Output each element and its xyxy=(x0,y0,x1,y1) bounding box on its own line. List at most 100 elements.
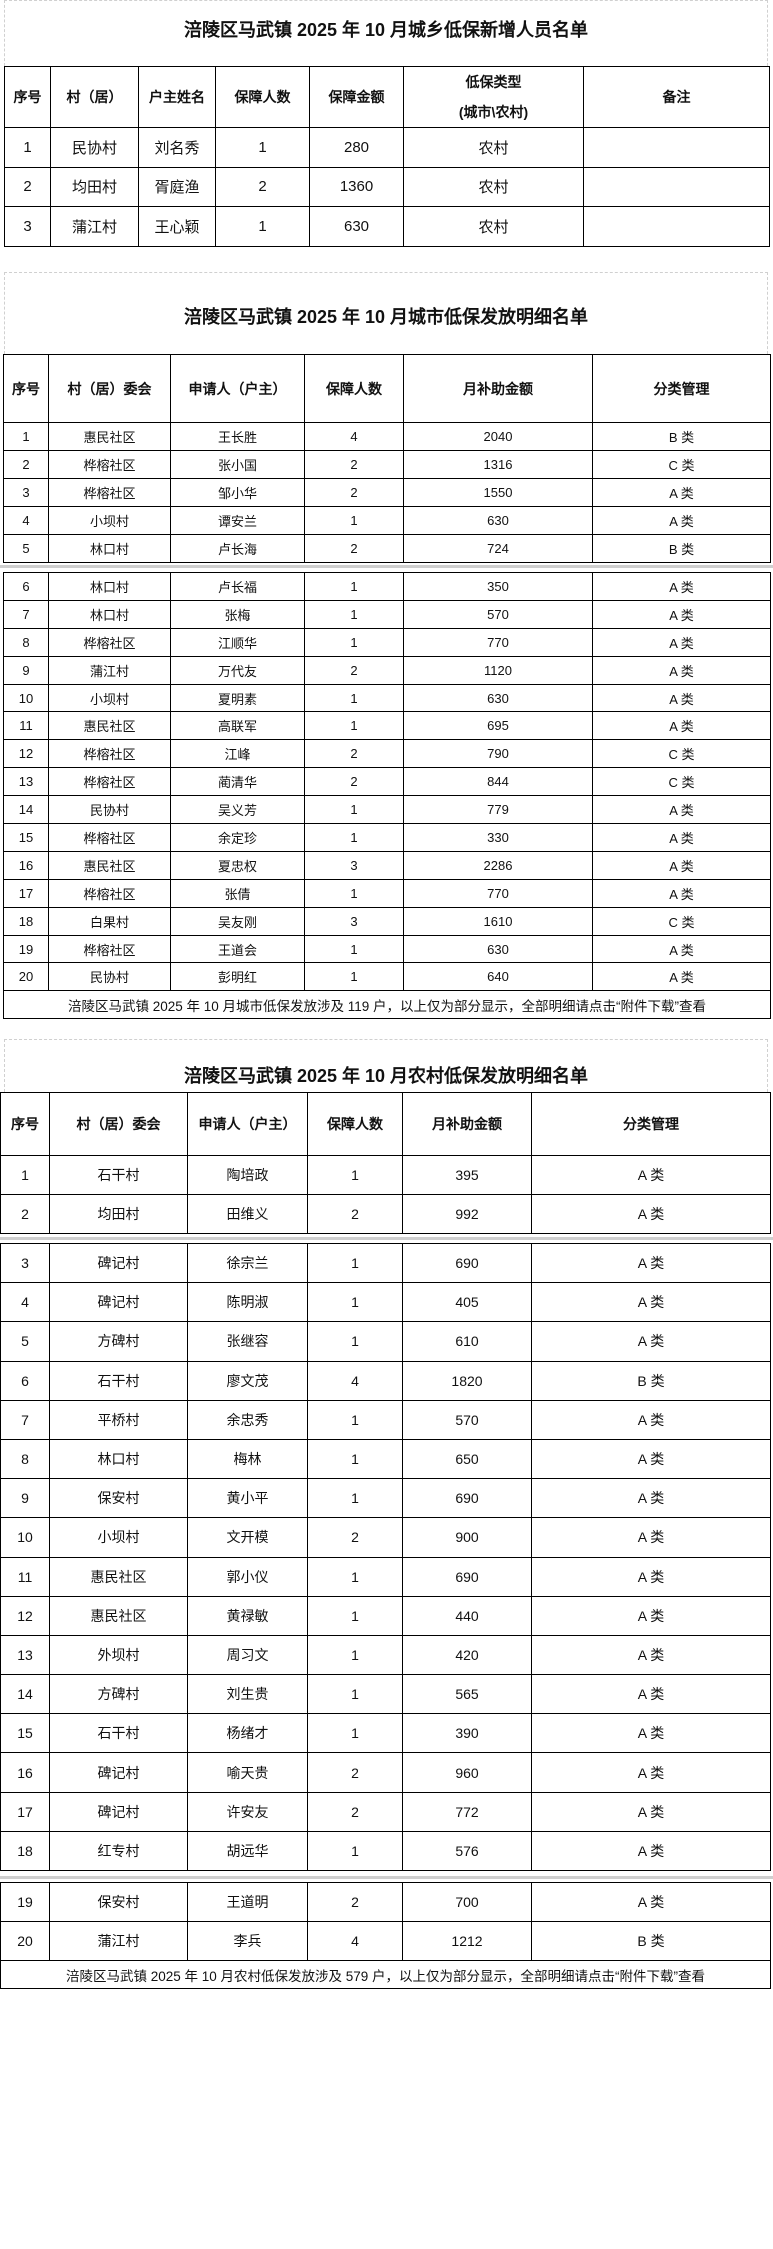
count-cell: 2 xyxy=(307,1882,403,1922)
table-row: 9 保安村 黄小平 1 690 A 类 xyxy=(0,1478,771,1519)
village-cell: 蒲江村 xyxy=(49,1921,188,1961)
table-row: 8 桦榕社区 江顺华 1 770 A 类 xyxy=(3,627,771,657)
type-cell: A 类 xyxy=(531,1752,771,1793)
amount-cell: 570 xyxy=(402,1399,532,1440)
name-cell: 邹小华 xyxy=(170,478,305,507)
note-cell xyxy=(583,127,770,168)
column-header: 申请人（户主） xyxy=(187,1092,308,1156)
index-cell: 12 xyxy=(3,739,49,769)
type-cell: A 类 xyxy=(592,572,771,601)
name-cell: 蔺清华 xyxy=(170,767,305,797)
amount-cell: 1550 xyxy=(403,478,593,507)
village-cell: 方碑村 xyxy=(49,1321,188,1362)
amount-cell: 1610 xyxy=(403,906,593,936)
column-header: 序号 xyxy=(3,354,49,423)
index-cell: 1 xyxy=(3,422,49,451)
table-row: 15 桦榕社区 余定珍 1 330 A 类 xyxy=(3,823,771,852)
table-break-divider xyxy=(0,1237,773,1240)
table-row: 17 桦榕社区 张倩 1 770 A 类 xyxy=(3,878,771,908)
village-cell: 桦榕社区 xyxy=(48,878,171,908)
village-cell: 惠民社区 xyxy=(48,850,171,880)
type-cell: A 类 xyxy=(531,1674,771,1715)
count-cell: 2 xyxy=(307,1791,403,1832)
index-cell: 10 xyxy=(3,683,49,713)
amount-cell: 770 xyxy=(403,878,593,908)
summary-footer: 涪陵区马武镇 2025 年 10 月城市低保发放涉及 119 户，以上仅为部分显… xyxy=(3,990,771,1020)
village-cell: 惠民社区 xyxy=(48,711,171,741)
index-cell: 12 xyxy=(0,1595,50,1636)
village-cell: 石干村 xyxy=(49,1360,188,1401)
count-cell: 2 xyxy=(304,739,404,769)
index-cell: 13 xyxy=(0,1634,50,1676)
village-cell: 小坝村 xyxy=(48,506,171,535)
count-cell: 1 xyxy=(307,1282,403,1323)
index-cell: 9 xyxy=(0,1478,50,1519)
count-cell: 2 xyxy=(304,655,404,685)
note-cell xyxy=(583,206,770,247)
rural-table: 3 碑记村 徐宗兰 1 690 A 类 4 碑记村 陈明淑 1 405 A 类 5 方碑村 张继容 1 610 A… xyxy=(0,1242,771,1872)
village-cell: 外坝村 xyxy=(49,1634,188,1676)
index-cell: 14 xyxy=(3,795,49,825)
count-cell: 1 xyxy=(307,1399,403,1440)
table-row: 2 均田村 胥庭渔 2 1360 农村 xyxy=(4,166,770,207)
note-cell xyxy=(583,166,770,207)
column-header: 户主姓名 xyxy=(138,66,216,128)
village-cell: 桦榕社区 xyxy=(48,934,171,964)
table-row: 5 方碑村 张继容 1 610 A 类 xyxy=(0,1321,771,1362)
table-row: 11 惠民社区 郭小仪 1 690 A 类 xyxy=(0,1556,771,1597)
count-cell: 1 xyxy=(215,127,310,168)
column-header: 村（居）委会 xyxy=(48,354,171,423)
name-cell: 余定珍 xyxy=(170,823,305,852)
type-cell: A 类 xyxy=(531,1242,771,1284)
count-cell: 1 xyxy=(304,599,404,629)
index-cell: 18 xyxy=(0,1830,50,1872)
amount-cell: 690 xyxy=(402,1242,532,1284)
village-cell: 均田村 xyxy=(49,1194,188,1234)
village-cell: 均田村 xyxy=(50,166,139,207)
village-cell: 惠民社区 xyxy=(48,422,171,451)
count-cell: 1 xyxy=(307,1830,403,1872)
rural-table: 序号 村（居）委会 申请人（户主） 保障人数 月补助金额 分类管理 1 石干村 陶培政 1 395 A… xyxy=(0,1092,771,1234)
table-row: 20 蒲江村 李兵 4 1212 B 类 xyxy=(0,1921,771,1961)
count-cell: 1 xyxy=(307,1242,403,1284)
type-cell: A 类 xyxy=(531,1478,771,1519)
amount-cell: 690 xyxy=(402,1556,532,1597)
index-cell: 7 xyxy=(3,599,49,629)
amount-cell: 992 xyxy=(402,1194,532,1234)
amount-cell: 350 xyxy=(403,572,593,601)
type-cell: A 类 xyxy=(531,1595,771,1636)
table-row: 14 民协村 吴义芳 1 779 A 类 xyxy=(3,795,771,825)
village-cell: 保安村 xyxy=(49,1478,188,1519)
amount-cell: 640 xyxy=(403,962,593,992)
table-row: 16 碑记村 喻天贵 2 960 A 类 xyxy=(0,1752,771,1793)
count-cell: 1 xyxy=(307,1478,403,1519)
count-cell: 1 xyxy=(307,1674,403,1715)
count-cell: 1 xyxy=(307,1556,403,1597)
village-cell: 小坝村 xyxy=(49,1517,188,1558)
header-row: 序号 村（居）委会 申请人（户主） 保障人数 月补助金额 分类管理 xyxy=(3,354,771,423)
name-cell: 徐宗兰 xyxy=(187,1242,308,1284)
name-cell: 江顺华 xyxy=(170,627,305,657)
name-cell: 李兵 xyxy=(187,1921,308,1961)
type-cell: A 类 xyxy=(531,1438,771,1480)
column-header: 分类管理 xyxy=(531,1092,771,1156)
name-cell: 陈明淑 xyxy=(187,1282,308,1323)
name-cell: 廖文茂 xyxy=(187,1360,308,1401)
index-cell: 1 xyxy=(0,1155,50,1195)
table-row: 7 林口村 张梅 1 570 A 类 xyxy=(3,599,771,629)
type-cell: A 类 xyxy=(592,962,771,992)
table-row: 6 石干村 廖文茂 4 1820 B 类 xyxy=(0,1360,771,1401)
column-header: 村（居）委会 xyxy=(49,1092,188,1156)
type-cell: 农村 xyxy=(403,127,584,168)
count-cell: 2 xyxy=(307,1752,403,1793)
count-cell: 2 xyxy=(307,1194,403,1234)
summary-footer: 涪陵区马武镇 2025 年 10 月农村低保发放涉及 579 户，以上仅为部分显… xyxy=(0,1960,771,1989)
count-cell: 2 xyxy=(304,534,404,563)
column-header: 序号 xyxy=(4,66,51,128)
amount-cell: 630 xyxy=(309,206,404,247)
type-cell: A 类 xyxy=(531,1791,771,1832)
type-cell: C 类 xyxy=(592,767,771,797)
type-cell: A 类 xyxy=(531,1882,771,1922)
village-cell: 碑记村 xyxy=(49,1242,188,1284)
type-cell: A 类 xyxy=(592,506,771,535)
